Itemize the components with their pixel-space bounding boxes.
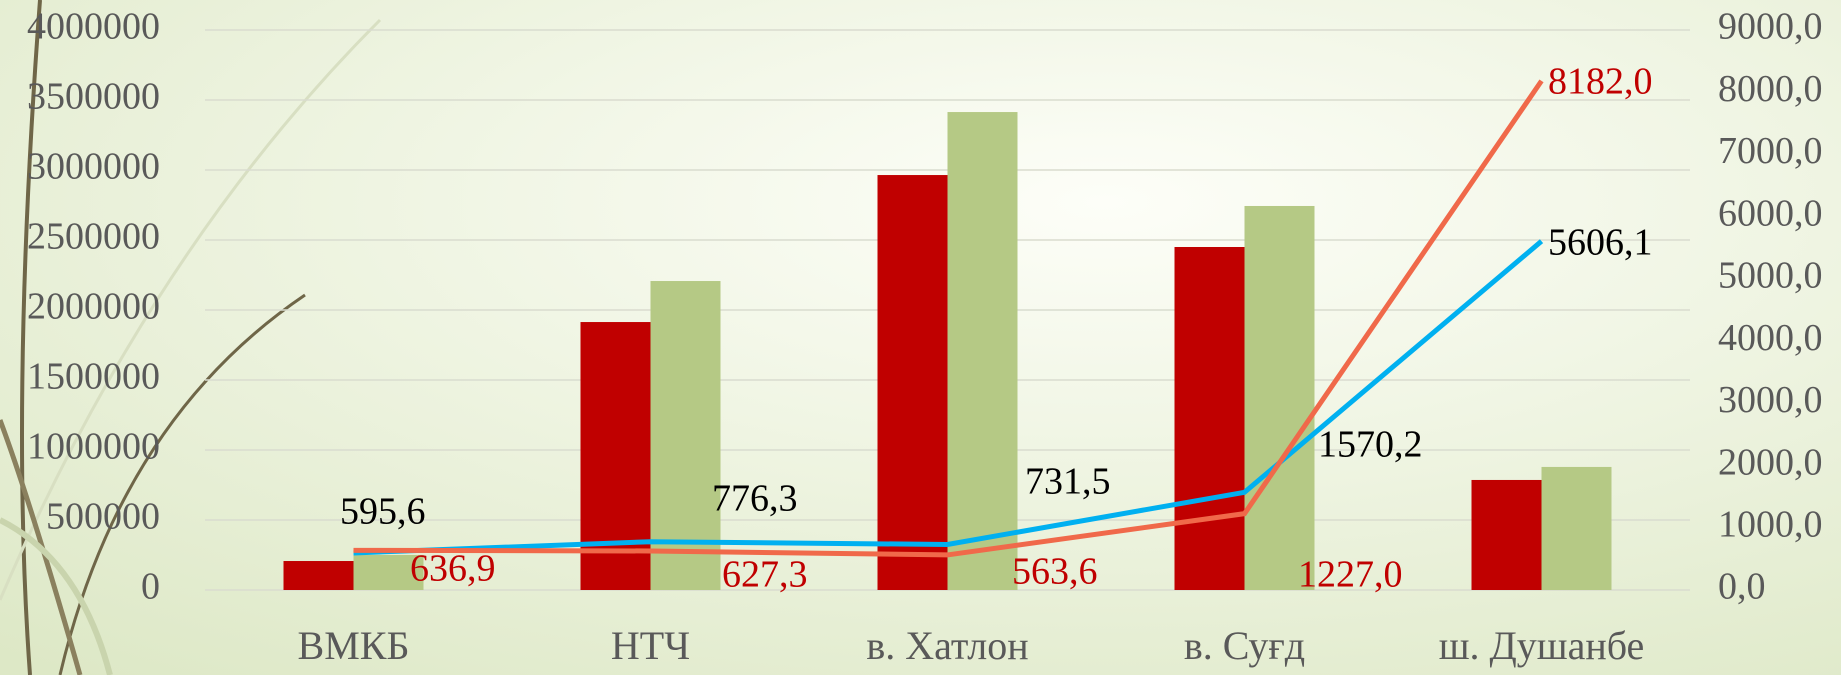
value-label: 8182,0 xyxy=(1548,61,1653,103)
bar xyxy=(1245,206,1315,590)
bar xyxy=(1542,467,1612,590)
x-tick-label: в. Хатлон xyxy=(866,623,1028,668)
bar xyxy=(948,112,1018,590)
bar xyxy=(284,561,354,590)
chart: 0 500000 1000000 1500000 2000000 2500000 30000… xyxy=(0,0,1841,675)
y2-tick-label: 3000,0 xyxy=(1718,379,1823,421)
y-tick-label: 1000000 xyxy=(27,426,160,468)
x-tick-label: в. Суғд xyxy=(1184,623,1305,668)
y2-tick-label: 1000,0 xyxy=(1718,503,1823,545)
y-tick-label: 4000000 xyxy=(27,6,160,48)
y2-tick-label: 5000,0 xyxy=(1718,255,1823,297)
page: 0 500000 1000000 1500000 2000000 2500000 30000… xyxy=(0,0,1841,675)
y2-tick-label: 0,0 xyxy=(1718,566,1766,608)
x-tick-label: НТЧ xyxy=(611,623,690,668)
y2-tick-label: 9000,0 xyxy=(1718,6,1823,48)
y-tick-label: 500000 xyxy=(46,496,160,538)
y-tick-label: 1500000 xyxy=(27,356,160,398)
y2-tick-label: 2000,0 xyxy=(1718,441,1823,483)
y2-tick-label: 8000,0 xyxy=(1718,68,1823,110)
y-tick-label: 3500000 xyxy=(27,76,160,118)
y-tick-label: 2500000 xyxy=(27,216,160,258)
x-tick-label: ш. Душанбе xyxy=(1439,623,1645,668)
value-label: 595,6 xyxy=(340,491,426,533)
bar xyxy=(878,175,948,590)
x-tick-label: ВМКБ xyxy=(298,623,410,668)
value-label: 627,3 xyxy=(722,554,808,596)
y-tick-label: 3000000 xyxy=(27,146,160,188)
y2-tick-label: 4000,0 xyxy=(1718,317,1823,359)
value-label: 563,6 xyxy=(1012,551,1098,593)
y-tick-label: 0 xyxy=(141,566,160,608)
y-tick-label: 2000000 xyxy=(27,286,160,328)
y2-tick-label: 6000,0 xyxy=(1718,192,1823,234)
value-label: 731,5 xyxy=(1025,461,1111,503)
value-label: 5606,1 xyxy=(1548,222,1653,264)
value-label: 636,9 xyxy=(410,548,496,590)
value-label: 1227,0 xyxy=(1298,554,1403,596)
value-label: 776,3 xyxy=(712,478,798,520)
bar xyxy=(1472,480,1542,590)
bar xyxy=(1175,247,1245,590)
value-label: 1570,2 xyxy=(1318,424,1423,466)
y2-tick-label: 7000,0 xyxy=(1718,130,1823,172)
